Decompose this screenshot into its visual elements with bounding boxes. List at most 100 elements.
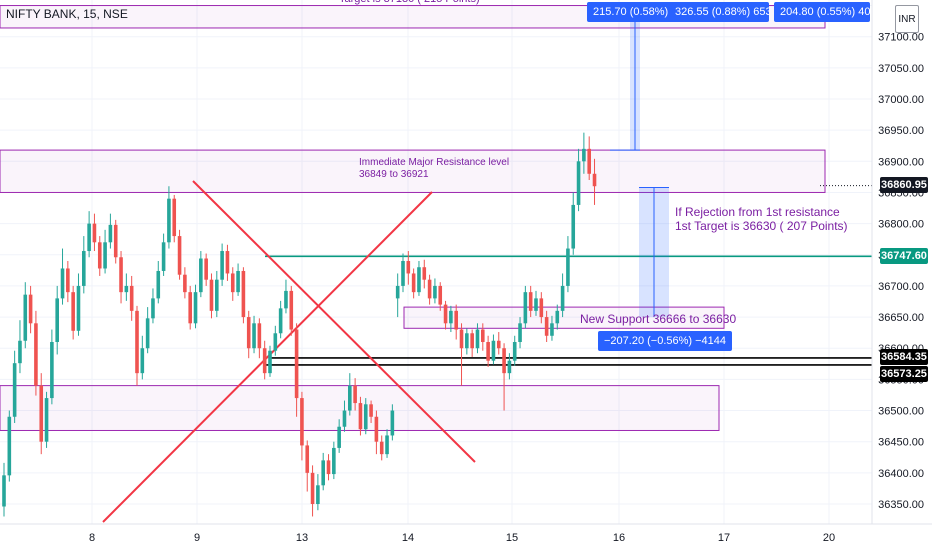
x-tick-label: 9: [194, 532, 200, 544]
candle-body: [119, 257, 123, 293]
candle-body: [103, 242, 107, 269]
candle-body: [486, 342, 490, 361]
candle-body: [534, 298, 538, 311]
candle-body: [230, 273, 235, 293]
candle-body: [544, 317, 549, 336]
candle-body: [252, 323, 256, 349]
candle-body: [7, 416, 12, 476]
candle-body: [523, 292, 528, 324]
candle-body: [454, 310, 458, 330]
x-tick-label: 8: [89, 532, 95, 544]
candle-body: [363, 404, 368, 430]
candle-body: [550, 323, 554, 336]
candle-body: [379, 441, 384, 455]
candle-body: [422, 267, 427, 280]
candle-body: [225, 251, 230, 274]
candle-body: [97, 242, 102, 269]
candle-body: [151, 298, 155, 319]
annotation-rejection-2: 1st Target is 36630 ( 207 Points): [675, 219, 848, 233]
candle-body: [156, 270, 161, 299]
y-tick-label: 36450.00: [878, 437, 924, 449]
candle-body: [193, 292, 198, 324]
candle-body: [236, 270, 240, 293]
annotation-resistance-title: Immediate Major Resistance level: [359, 157, 509, 168]
candle-body: [257, 323, 262, 349]
price-tag-green-line: 36747.60: [880, 248, 928, 264]
candle-body: [369, 404, 373, 417]
y-tick-label: 36500.00: [878, 406, 924, 418]
candle-body: [177, 236, 182, 275]
candle-body: [411, 273, 416, 293]
candle-body: [129, 285, 134, 311]
candle-body: [491, 340, 496, 361]
y-tick-label: 36650.00: [878, 312, 924, 324]
candle-body: [496, 340, 501, 349]
y-tick-label: 36350.00: [878, 499, 924, 511]
candle-body: [502, 348, 506, 374]
candle-body: [12, 363, 17, 417]
candle-body: [124, 285, 129, 293]
candle-body: [215, 279, 219, 311]
candle-body: [310, 472, 315, 504]
candle-body: [475, 329, 480, 349]
candle-body: [44, 398, 49, 442]
x-tick-label: 16: [613, 532, 625, 544]
candle-body: [316, 485, 320, 504]
candle-body: [145, 318, 150, 349]
candle-body: [358, 403, 363, 430]
candle-body: [60, 268, 65, 299]
candle-body: [528, 292, 533, 311]
annotation-resistance-range: 36849 to 36921: [359, 169, 429, 180]
measure-label: −207.20 (−0.56%) −4144: [598, 331, 733, 351]
candle-body: [246, 317, 251, 349]
candle-body: [592, 173, 597, 187]
candle-body: [161, 242, 166, 271]
candle-body: [427, 279, 432, 299]
candle-body: [300, 398, 304, 446]
candle-body: [262, 348, 267, 374]
y-tick-label: 36800.00: [878, 219, 924, 231]
candle-body: [539, 298, 544, 318]
trend-line-up: [102, 191, 433, 523]
candle-body: [199, 258, 203, 293]
price-tag-last: 36860.95: [880, 177, 928, 193]
y-tick-label: 37000.00: [878, 94, 924, 106]
candle-body: [135, 310, 139, 374]
candle-body: [555, 310, 560, 324]
candle-body: [2, 475, 6, 507]
candle-body: [167, 198, 171, 243]
measure-pill-2: 326.55 (0.88%) 6531: [669, 2, 769, 22]
candle-body: [566, 248, 570, 286]
annotation-support: New Support 36666 to 36630: [580, 312, 736, 326]
candle-body: [576, 161, 581, 205]
candle-body: [273, 333, 278, 351]
candle-body: [172, 198, 177, 237]
y-tick-label: 36900.00: [878, 156, 924, 168]
candle-body: [278, 308, 283, 334]
candle-body: [82, 251, 86, 286]
candle-body: [560, 285, 565, 311]
candle-body: [337, 426, 341, 448]
candle-body: [23, 294, 28, 341]
candle-body: [55, 298, 59, 342]
candle-body: [92, 223, 97, 243]
annotation-rejection-1: If Rejection from 1st resistance: [675, 205, 840, 219]
price-tag-black-line-2: 36573.25: [880, 366, 928, 382]
candle-body: [518, 323, 522, 342]
candle-body: [433, 285, 437, 299]
candle-body: [390, 410, 395, 436]
candle-body: [220, 251, 224, 280]
annotation-target-cut: Target is 37130 ( 215 Points): [339, 0, 480, 5]
y-tick-label: 36400.00: [878, 468, 924, 480]
candle-body: [321, 460, 325, 486]
candle-body: [417, 267, 421, 293]
candle-body: [268, 350, 272, 374]
candle-body: [39, 385, 44, 442]
candle-body: [443, 304, 448, 324]
candle-body: [71, 292, 75, 331]
currency-button[interactable]: INR: [895, 5, 919, 33]
candle-body: [449, 310, 453, 324]
